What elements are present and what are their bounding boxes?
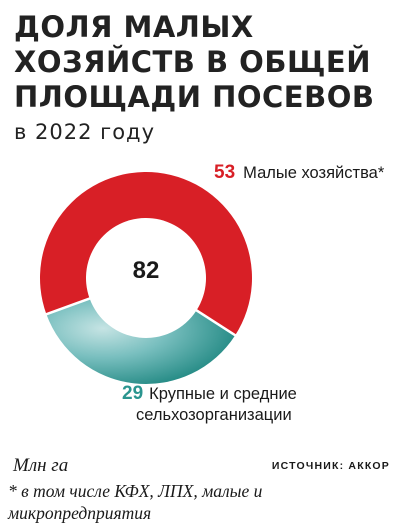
slice-small-farms [40, 172, 253, 336]
slice-separator [194, 308, 237, 337]
title-line-3: ПЛОЩАДИ ПОСЕВОВ [14, 80, 375, 114]
donut-total: 82 [132, 257, 160, 284]
slice-text-large-1: Крупные и средние [149, 385, 297, 403]
slice-large-orgs [46, 298, 236, 384]
title-line-1: ДОЛЯ МАЛЫХ [14, 10, 254, 44]
slice-value-small: 53 [214, 162, 236, 183]
slice-label-small: 53 Малые хозяйства* [214, 162, 384, 184]
unit-label: Млн га [13, 455, 69, 476]
slice-text-large-2: сельхозорганизации [136, 406, 292, 424]
chart-title: ДОЛЯ МАЛЫХ ХОЗЯЙСТВ В ОБЩЕЙ ПЛОЩАДИ ПОСЕ… [14, 10, 399, 115]
source-label: ИСТОЧНИК: АККОР [271, 460, 390, 472]
slice-separator [45, 297, 91, 316]
footnote: * в том числе КФХ, ЛПХ, малые и микропре… [8, 481, 263, 523]
slice-value-large: 29 [122, 383, 144, 404]
title-line-2: ХОЗЯЙСТВ В ОБЩЕЙ [14, 45, 371, 79]
slice-label-large: 29 Крупные и средние сельхозорганизации [122, 383, 297, 426]
slice-text-small: Малые хозяйства* [243, 164, 385, 182]
chart-subtitle: в 2022 году [14, 120, 155, 144]
